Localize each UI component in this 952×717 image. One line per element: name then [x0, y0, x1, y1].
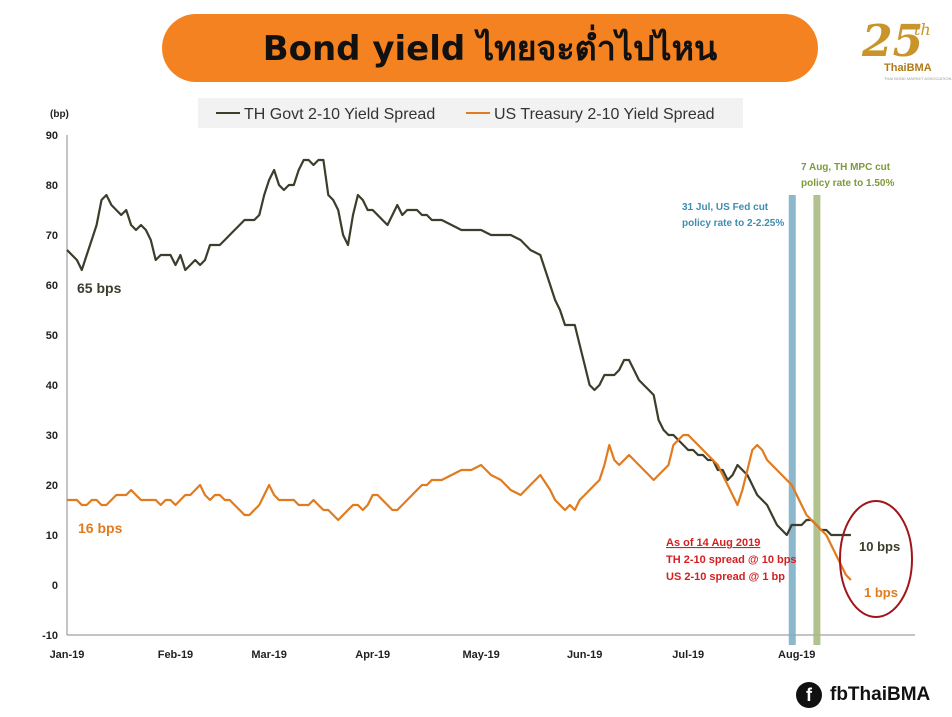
asof-title: As of 14 Aug 2019: [666, 537, 760, 549]
us-end-label: 1 bps: [864, 585, 898, 600]
y-tick-label: 10: [46, 530, 58, 542]
x-tick-label: Mar-19: [251, 649, 286, 661]
page-title: Bond yield ไทยจะต่ำไปไหน: [262, 29, 718, 69]
y-tick-label: 40: [46, 380, 58, 392]
y-tick-label: 90: [46, 130, 58, 142]
facebook-label: fbThaiBMA: [830, 684, 931, 705]
asof-us-line: US 2-10 spread @ 1 bp: [666, 571, 785, 583]
y-tick-labels: -10 0 10 20 30 40 50 60 70 80 90: [42, 130, 58, 642]
y-tick-label: 80: [46, 180, 58, 192]
mpc-cut-band: [813, 195, 821, 645]
y-tick-label: 20: [46, 480, 58, 492]
y-axis-label: (bp): [50, 109, 69, 120]
logo-brand: ThaiBMA: [884, 62, 932, 74]
logo-number: 25: [862, 16, 924, 67]
x-tick-label: May-19: [462, 649, 499, 661]
series-lines: [66, 158, 852, 581]
y-tick-label: 70: [46, 230, 58, 242]
th-start-label: 65 bps: [77, 280, 122, 296]
highlight-circle: [839, 500, 913, 618]
legend-th-label: TH Govt 2-10 Yield Spread: [244, 106, 435, 123]
y-tick-label: 30: [46, 430, 58, 442]
logo-suffix: th: [914, 20, 931, 39]
asof-th-line: TH 2-10 spread @ 10 bps: [666, 554, 797, 566]
x-tick-label: Jul-19: [672, 649, 704, 661]
thaibma-25th-logo: 25 th ThaiBMA THAI BOND MARKET ASSOCIATI…: [862, 16, 951, 88]
fed-note-line1: 31 Jul, US Fed cut: [682, 202, 769, 213]
fed-note-line2: policy rate to 2-2.25%: [682, 218, 784, 229]
logo-tagline: THAI BOND MARKET ASSOCIATION: [884, 76, 952, 81]
legend-us-label: US Treasury 2-10 Yield Spread: [494, 106, 715, 123]
x-tick-label: Jun-19: [567, 649, 602, 661]
x-tick-label: Jan-19: [50, 649, 85, 661]
facebook-handle[interactable]: f fbThaiBMA: [796, 682, 930, 708]
x-tick-labels: Jan-19 Feb-19 Mar-19 Apr-19 May-19 Jun-19 Jul-…: [50, 649, 816, 661]
x-tick-label: Aug-19: [778, 649, 815, 661]
title-banner: Bond yield ไทยจะต่ำไปไหน: [162, 14, 818, 82]
mpc-note-line2: policy rate to 1.50%: [801, 178, 894, 189]
th-govt-spread-line: [66, 158, 851, 537]
mpc-note-line1: 7 Aug, TH MPC cut: [801, 162, 891, 173]
y-tick-label: 0: [52, 580, 58, 592]
facebook-icon: f: [796, 682, 822, 708]
us-start-label: 16 bps: [78, 520, 123, 536]
x-tick-label: Feb-19: [158, 649, 193, 661]
th-end-label: 10 bps: [859, 539, 900, 554]
us-treasury-spread-line: [67, 433, 852, 581]
y-tick-label: 50: [46, 330, 58, 342]
x-tick-label: Apr-19: [355, 649, 390, 661]
fed-cut-band: [788, 195, 796, 645]
y-tick-label: -10: [42, 630, 58, 642]
y-tick-label: 60: [46, 280, 58, 292]
